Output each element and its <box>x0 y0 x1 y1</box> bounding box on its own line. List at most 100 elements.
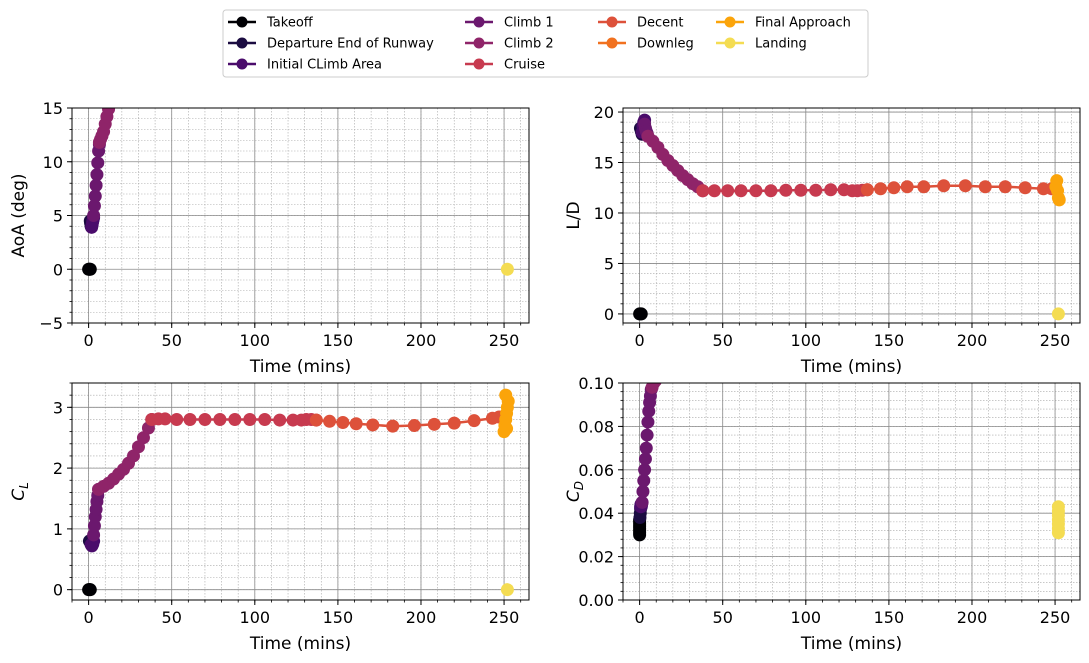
legend: Takeoff Departure End of Runway Initial CL… <box>222 9 869 78</box>
data-point <box>824 183 838 197</box>
series-climb-1 <box>635 383 658 509</box>
legend-entry: Downleg <box>598 37 694 52</box>
x-tick-label: 200 <box>406 331 437 350</box>
legend-entry: Takeoff <box>228 16 314 31</box>
data-point <box>170 412 184 426</box>
data-point <box>721 184 735 198</box>
x-tick-label: 0 <box>84 608 94 627</box>
axes-frame <box>71 382 530 601</box>
data-point <box>228 412 242 426</box>
y-tick-label: 15 <box>594 154 614 173</box>
x-tick-label: 50 <box>713 608 733 627</box>
ticks: 0 50 100 150 200 250 0.00 0.02 0.04 0.06 0.08 0.10 <box>578 374 1073 627</box>
data-point <box>243 412 257 426</box>
x-tick-label: 250 <box>489 331 520 350</box>
x-axis-label: Time (mins) <box>249 357 351 377</box>
data-point <box>102 108 116 116</box>
legend-entry: Climb 1 <box>465 16 554 31</box>
data-point <box>649 383 662 388</box>
data-point <box>978 180 992 194</box>
data-point <box>427 417 441 431</box>
legend-label: Landing <box>755 37 807 52</box>
y-tick-label: 0.08 <box>578 417 614 436</box>
ticks: 0 50 100 150 200 250 0 5 10 15 20 <box>594 103 1073 350</box>
series-climb-1 <box>87 138 106 222</box>
x-axis-label: Time (mins) <box>800 357 902 377</box>
legend-marker <box>606 16 618 28</box>
series-climb-2 <box>92 108 116 149</box>
legend-marker <box>236 16 248 28</box>
series-takeoff <box>82 262 97 276</box>
y-tick-label: 15 <box>43 99 63 118</box>
data-point <box>887 181 901 195</box>
series-climb-2 <box>645 383 662 394</box>
legend-label: Cruise <box>504 58 545 73</box>
data-point <box>183 412 197 426</box>
y-tick-label: 5 <box>604 254 614 273</box>
series-cruise <box>145 412 323 427</box>
data-point <box>273 413 287 427</box>
data-point <box>136 431 150 445</box>
x-tick-label: 0 <box>635 608 645 627</box>
legend-marker <box>606 37 618 49</box>
chart-panel-4: 0 50 100 150 200 250 0.00 0.02 0.04 0.06 0.08 0.10 T… <box>564 374 1081 654</box>
series-final-approach <box>497 388 515 439</box>
x-axis-label: Time (mins) <box>800 634 902 654</box>
data-point <box>91 156 105 170</box>
y-tick-label: 0 <box>53 260 63 279</box>
data-point <box>809 183 823 197</box>
legend-marker <box>473 37 485 49</box>
y-tick-label: 3 <box>53 398 63 417</box>
axes-frame <box>622 107 1081 324</box>
data-point <box>874 182 888 196</box>
legend-label: Takeoff <box>266 16 314 31</box>
data-point <box>500 422 514 436</box>
data-point <box>83 262 97 276</box>
x-tick-label: 0 <box>635 331 645 350</box>
data-point <box>467 414 481 428</box>
legend-label: Final Approach <box>755 16 851 31</box>
y-axis-label: CD <box>564 481 586 502</box>
data-point <box>1051 307 1065 321</box>
data-point <box>998 180 1012 194</box>
y-tick-label: −5 <box>39 314 63 333</box>
data-point <box>1018 181 1032 195</box>
x-tick-label: 150 <box>874 331 905 350</box>
data-point <box>500 583 514 597</box>
series-landing <box>500 583 514 597</box>
data-point <box>958 179 972 193</box>
x-tick-label: 150 <box>323 608 354 627</box>
y-tick-label: 10 <box>594 204 614 223</box>
legend-marker <box>473 58 485 70</box>
data-point <box>937 179 951 193</box>
x-tick-label: 50 <box>162 608 182 627</box>
legend-marker <box>473 16 485 28</box>
legend-entry: Departure End of Runway <box>228 37 434 52</box>
x-tick-label: 50 <box>162 331 182 350</box>
x-tick-label: 200 <box>406 608 437 627</box>
y-tick-label: 2 <box>53 459 63 478</box>
data-point <box>900 180 914 194</box>
x-tick-label: 100 <box>791 331 822 350</box>
data-point <box>635 495 649 509</box>
data-point <box>917 180 931 194</box>
data-point <box>258 412 272 426</box>
data-point <box>696 184 710 198</box>
x-tick-label: 150 <box>874 608 905 627</box>
legend-marker <box>724 37 736 49</box>
x-tick-label: 100 <box>240 331 271 350</box>
legend-entry: Climb 2 <box>465 37 554 52</box>
data-point <box>83 583 97 597</box>
x-tick-label: 100 <box>791 608 822 627</box>
data-point <box>639 441 653 455</box>
y-tick-label: 0.06 <box>578 461 614 480</box>
x-tick-label: 100 <box>240 608 271 627</box>
data-point <box>407 419 421 433</box>
data-point <box>794 183 808 197</box>
plot-area <box>633 113 1066 321</box>
plot-area <box>82 388 515 597</box>
x-tick-label: 250 <box>1040 608 1071 627</box>
data-point <box>707 184 721 198</box>
legend-entry: Decent <box>598 16 684 31</box>
